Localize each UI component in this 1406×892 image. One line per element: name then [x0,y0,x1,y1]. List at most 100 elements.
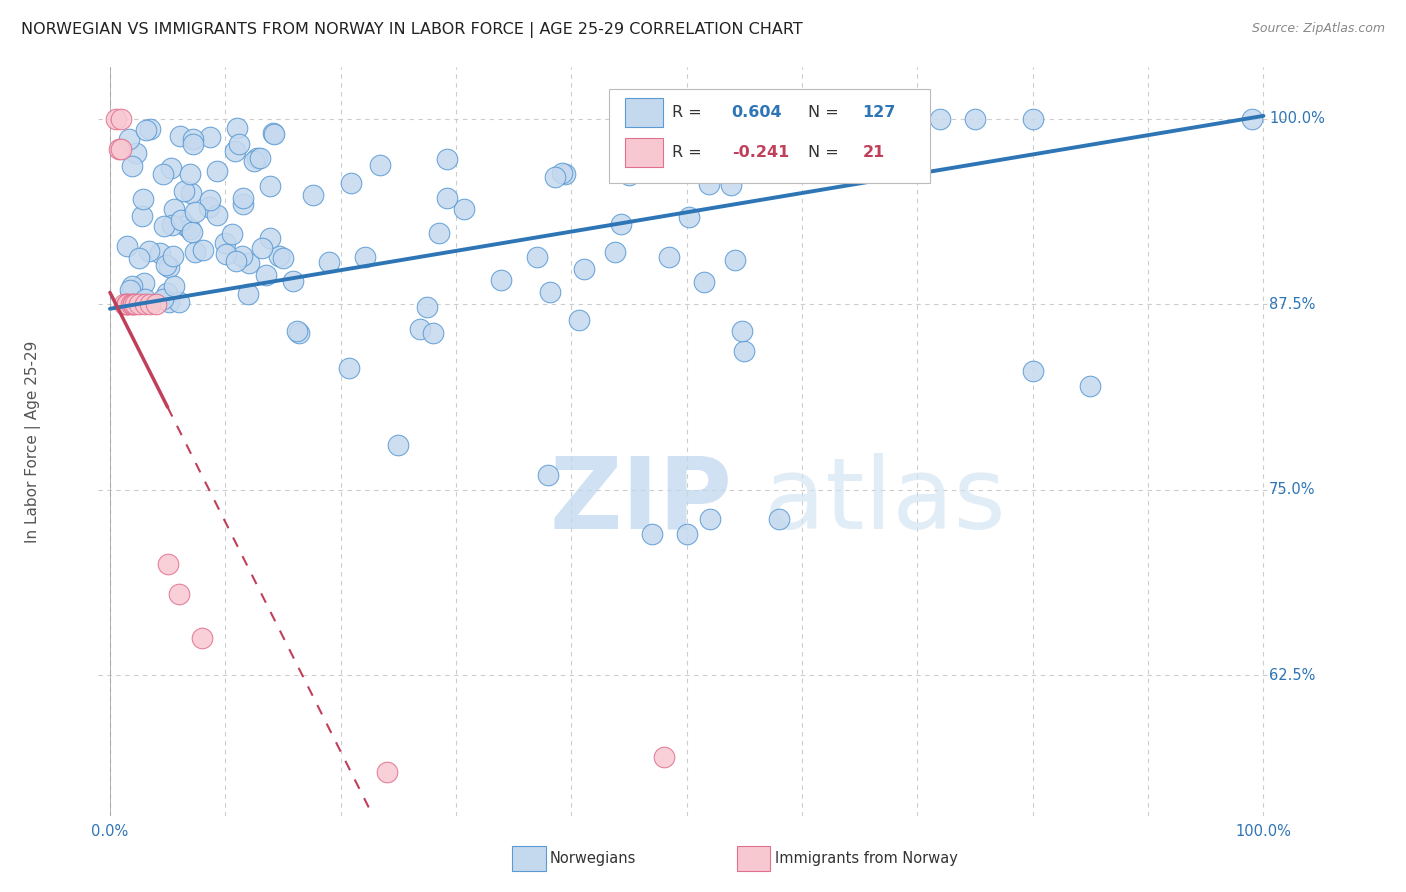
Text: 0.0%: 0.0% [91,823,128,838]
Text: R =: R = [672,105,707,120]
Text: -0.241: -0.241 [731,145,789,160]
Point [156,557,179,571]
Point [198,193,221,207]
Text: Norwegians: Norwegians [550,851,636,865]
Point [249,151,271,165]
Point [191,631,214,645]
Point [120,287,142,301]
Point [139,297,162,311]
Text: Source: ZipAtlas.com: Source: ZipAtlas.com [1251,22,1385,36]
Point [162,249,184,263]
Text: 127: 127 [862,105,896,120]
Point [236,286,259,301]
Text: 21: 21 [862,145,884,160]
Point [139,122,162,136]
Point [122,297,145,311]
Point [756,112,779,126]
Point [198,129,221,144]
Point [259,178,281,193]
Point [117,297,139,311]
Point [554,167,576,181]
Text: 87.5%: 87.5% [1270,297,1316,312]
Point [118,283,141,297]
Point [124,145,146,160]
Point [117,297,139,311]
Point [652,749,675,764]
Point [231,249,253,263]
Point [128,251,150,265]
Point [905,112,928,126]
Bar [624,138,662,167]
Point [232,196,254,211]
Point [134,293,156,307]
Point [193,243,215,257]
Point [544,170,567,185]
Point [436,191,458,205]
Point [883,112,905,126]
Text: In Labor Force | Age 25-29: In Labor Force | Age 25-29 [25,341,41,542]
Point [117,297,139,311]
Point [110,112,132,126]
Point [408,322,430,336]
Text: N =: N = [807,145,844,160]
Point [181,132,204,146]
Point [221,227,243,241]
Point [108,141,131,155]
Text: NORWEGIAN VS IMMIGRANTS FROM NORWAY IN LABOR FORCE | AGE 25-29 CORRELATION CHART: NORWEGIAN VS IMMIGRANTS FROM NORWAY IN L… [21,22,803,38]
Point [205,208,228,222]
Point [551,166,574,180]
Point [128,297,150,311]
Point [138,244,160,258]
Point [183,137,205,152]
Point [353,250,375,264]
Point [281,274,304,288]
Point [122,297,145,311]
Point [731,324,754,338]
Point [163,202,186,216]
Bar [624,98,662,127]
Point [205,164,228,178]
Point [724,252,747,267]
Point [537,467,560,482]
Point [180,186,202,200]
Point [285,324,308,338]
Point [132,192,155,206]
Point [692,275,714,289]
Point [271,252,294,266]
Point [387,438,409,452]
Point [368,158,391,172]
Point [337,360,360,375]
Point [173,184,195,198]
Point [574,261,596,276]
Point [167,586,190,600]
Point [699,512,721,526]
Point [617,168,640,182]
Point [243,154,266,169]
Text: Immigrants from Norway: Immigrants from Norway [775,851,957,865]
Point [288,326,311,340]
Point [145,297,167,311]
Point [232,191,254,205]
Point [238,256,260,270]
Point [375,764,398,779]
Text: N =: N = [807,105,844,120]
Point [163,279,186,293]
Point [1022,112,1045,126]
Point [160,161,183,175]
Point [814,112,837,126]
Point [254,268,277,282]
Point [733,343,755,358]
Text: 62.5%: 62.5% [1270,668,1316,682]
Point [675,527,697,541]
Point [124,297,146,311]
Text: 100.0%: 100.0% [1270,112,1324,127]
Point [157,260,180,274]
Text: 100.0%: 100.0% [1236,823,1291,838]
Point [603,245,626,260]
Point [1022,364,1045,378]
Point [422,326,444,341]
Point [658,250,681,264]
Point [226,121,249,136]
Point [112,297,135,311]
Text: 75.0%: 75.0% [1270,483,1316,497]
